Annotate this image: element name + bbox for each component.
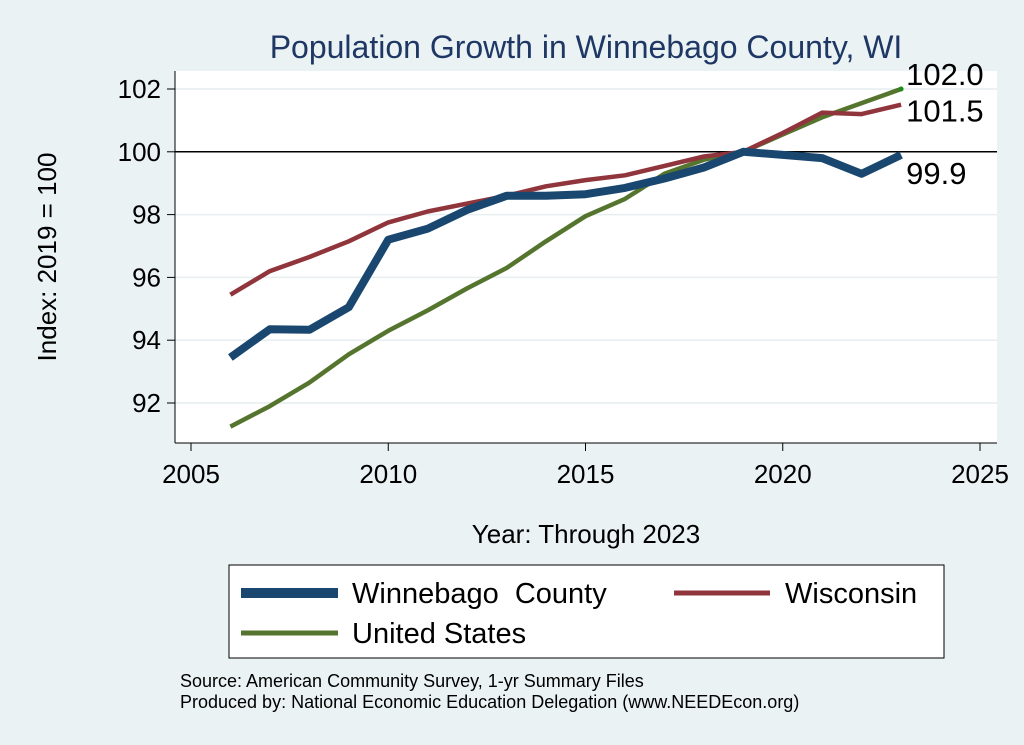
y-tick-label: 96	[132, 262, 161, 292]
legend-label-wisconsin: Wisconsin	[785, 578, 917, 610]
legend: Winnebago County Wisconsin United States	[228, 564, 945, 659]
legend-box	[228, 564, 945, 659]
series-end-label: 99.9	[906, 156, 966, 191]
y-tick-label: 102	[118, 74, 161, 104]
x-tick-label: 2010	[359, 459, 417, 489]
series-lines	[228, 86, 903, 429]
y-axis-label: Index: 2019 = 100	[32, 153, 62, 362]
footer-produced: Produced by: National Economic Education…	[180, 692, 799, 712]
x-tick-label: 2015	[557, 459, 615, 489]
x-tick-label: 2005	[162, 459, 220, 489]
x-axis-ticks: 2005 2010 2015 2020 2025	[162, 443, 1009, 489]
legend-label-us: United States	[352, 618, 526, 650]
y-tick-label: 94	[132, 325, 161, 355]
legend-label-winnebago: Winnebago County	[352, 578, 607, 610]
series-end-label: 101.5	[906, 94, 984, 129]
y-tick-label: 100	[118, 137, 161, 167]
x-axis-label: Year: Through 2023	[472, 519, 700, 549]
y-axis-ticks: 92 94 96 98 100 102	[118, 74, 175, 418]
y-tick-label: 98	[132, 200, 161, 230]
y-tick-label: 92	[132, 388, 161, 418]
series-endpoint-marker	[898, 86, 904, 92]
footer-source: Source: American Community Survey, 1-yr …	[180, 671, 644, 691]
series-end-label: 102.0	[906, 57, 984, 92]
series-line-0	[228, 147, 903, 361]
series-line-1	[229, 102, 902, 297]
x-tick-label: 2025	[951, 459, 1009, 489]
chart-title: Population Growth in Winnebago County, W…	[270, 29, 903, 65]
x-tick-label: 2020	[754, 459, 812, 489]
